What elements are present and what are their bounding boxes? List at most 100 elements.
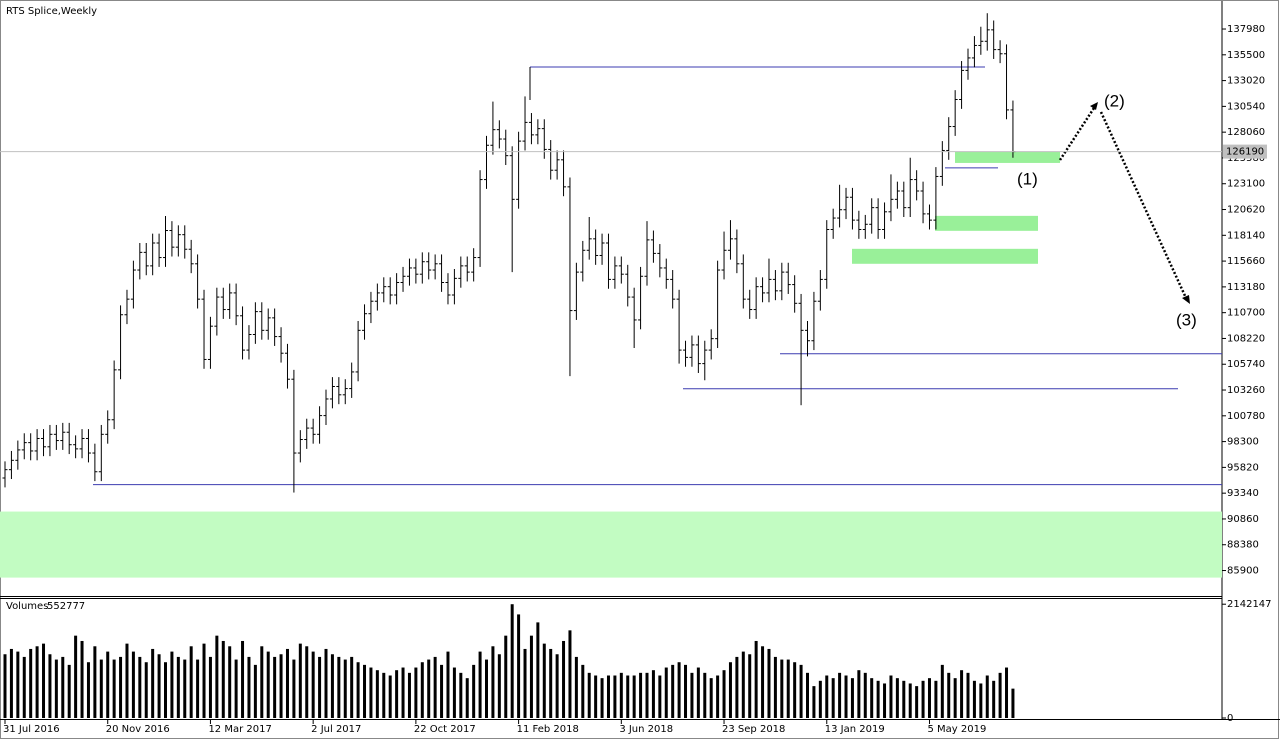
x-tick-label: 5 May 2019 [927, 724, 986, 735]
volume-bar [144, 662, 148, 718]
volume-bar [433, 656, 437, 718]
volume-bar [960, 670, 964, 718]
volume-bar [780, 659, 784, 718]
volume-bar [157, 654, 161, 718]
volume-bar [170, 651, 174, 718]
y-tick-label: 120620 [1227, 205, 1265, 216]
volume-bar [568, 630, 572, 718]
volume-bar [979, 683, 983, 718]
volume-bar [812, 686, 816, 718]
volume-bar [536, 622, 540, 718]
volume-bar [324, 648, 328, 718]
volume-bar [48, 654, 52, 718]
y-tick-label: 103260 [1227, 385, 1265, 396]
volume-bar [728, 662, 732, 718]
volume-bar [998, 672, 1002, 718]
volume-bar [61, 656, 65, 718]
y-tick-label: 98300 [1227, 437, 1259, 448]
volume-bar [722, 670, 726, 718]
volume-bar [86, 662, 90, 718]
volume-bar [106, 651, 110, 718]
volume-bar [542, 643, 546, 718]
y-tick-label: 123100 [1227, 179, 1265, 190]
volume-bar [478, 651, 482, 718]
volume-bar [80, 640, 84, 718]
levels [93, 66, 1222, 486]
y-tick-label: 135500 [1227, 50, 1265, 61]
volume-bar [703, 672, 707, 718]
volume-bar [54, 659, 58, 718]
volume-bar [927, 678, 931, 718]
volume-bar [407, 672, 411, 718]
volume-bar [587, 672, 591, 718]
volume-bar [555, 654, 559, 718]
volume-bar [504, 635, 508, 718]
volume-bar [690, 672, 694, 718]
volume-bar [844, 675, 848, 718]
volume-bar [684, 664, 688, 718]
volume-bar [972, 680, 976, 718]
y-tick-label: 85900 [1227, 566, 1259, 577]
volume-bar [735, 656, 739, 718]
volume-bar [16, 651, 20, 718]
volume-bar [594, 675, 598, 718]
y-tick-label: 90860 [1227, 514, 1259, 525]
volume-bar [876, 680, 880, 718]
volume-bar [857, 670, 861, 718]
current-price-label: 126190 [1226, 147, 1264, 158]
y-tick-label: 105740 [1227, 359, 1265, 370]
y-tick-label: 93340 [1227, 488, 1259, 499]
volume-tick-label: 2142147 [1227, 599, 1272, 610]
volume-bar [761, 646, 765, 718]
x-tick-label: 20 Nov 2016 [106, 724, 170, 735]
y-tick-label: 130540 [1227, 101, 1265, 112]
volume-bar [22, 656, 26, 718]
volume-bar [517, 614, 521, 718]
volume-bar [311, 651, 315, 718]
volume-bar [793, 662, 797, 718]
annotation: (2) [1104, 91, 1125, 110]
volume-bar [29, 648, 33, 718]
zone [935, 215, 1038, 231]
y-tick-label: 88380 [1227, 540, 1259, 551]
volume-bar [600, 678, 604, 718]
volume-bar [202, 643, 206, 718]
volume-bar [831, 678, 835, 718]
annotation: (1) [1017, 169, 1038, 188]
volume-bar [902, 680, 906, 718]
volume-bar [369, 667, 373, 718]
volume-bar [247, 656, 251, 718]
y-tick-label: 100780 [1227, 411, 1265, 422]
y-tick-label: 110700 [1227, 308, 1265, 319]
volume-bar [786, 659, 790, 718]
volume-bar [799, 664, 803, 718]
volume-bar [632, 675, 636, 718]
volume-bar [671, 664, 675, 718]
volume-bar [497, 654, 501, 718]
volume-bar [266, 651, 270, 718]
y-tick-label: 118140 [1227, 230, 1265, 241]
y-tick-label: 108220 [1227, 333, 1265, 344]
volume-bar [754, 640, 758, 718]
zone [0, 511, 1222, 578]
volume-bar [388, 675, 392, 718]
volume-bar [395, 670, 399, 718]
volume-bar [67, 664, 71, 718]
volume-bar [215, 635, 219, 718]
volume-bar [119, 656, 123, 718]
volume-bar [825, 675, 829, 718]
current-price-box [1223, 144, 1267, 159]
volume-bar [889, 675, 893, 718]
volume-bar [1011, 688, 1015, 718]
volume-bar [318, 656, 322, 718]
volume-bar [446, 651, 450, 718]
volume-bar [613, 675, 617, 718]
volume-bar [934, 680, 938, 718]
volume-bar [806, 672, 809, 718]
volume-bar [472, 664, 476, 718]
volume-bar [74, 635, 78, 718]
volume-bar [915, 686, 919, 718]
volume-bar [491, 646, 495, 718]
